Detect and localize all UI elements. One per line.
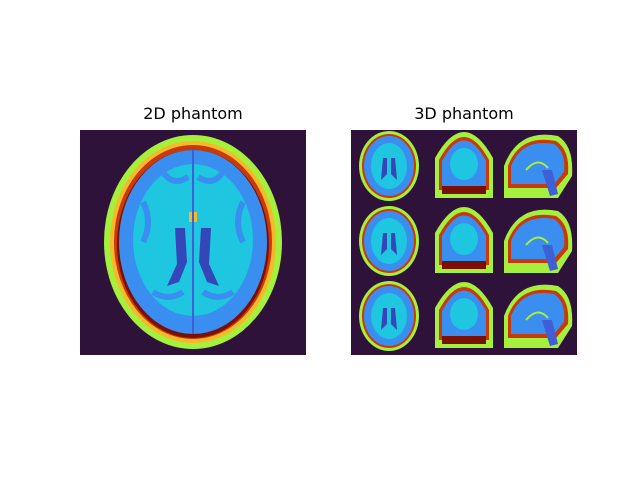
phantom-2d-svg [104, 135, 282, 349]
ventricles [167, 228, 219, 286]
phantom-2d-image [80, 130, 306, 355]
panel-title-2d: 2D phantom [143, 104, 243, 123]
phantom-3d-svg [359, 131, 573, 351]
phantom-3d-image [351, 130, 577, 355]
panel-title-3d: 3D phantom [414, 104, 514, 123]
